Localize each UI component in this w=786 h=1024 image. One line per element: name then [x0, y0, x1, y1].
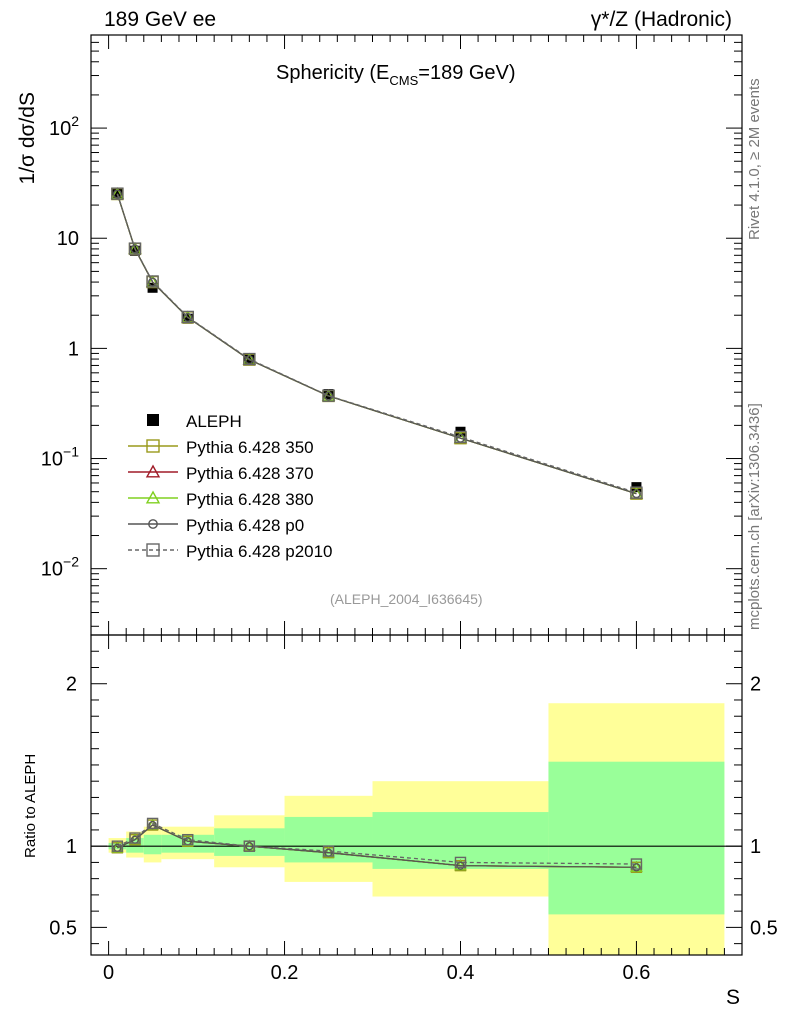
series-point: [323, 391, 334, 401]
series-point: [243, 840, 256, 852]
ratio-y-tick-label-right: 1: [750, 836, 761, 858]
legend-label: Pythia 6.428 350: [186, 438, 314, 457]
ratio-y-tick-label: 1: [66, 836, 77, 858]
series-line: [117, 822, 637, 865]
legend-entry-aleph: ALEPH: [147, 412, 242, 431]
x-tick-label: 0.2: [271, 962, 299, 984]
ratio-y-tick-label-right: 2: [750, 674, 761, 696]
legend-label: Pythia 6.428 380: [186, 490, 314, 509]
series-point: [454, 856, 467, 869]
legend-marker: [145, 490, 161, 504]
uncertainty-band-inner: [284, 816, 373, 863]
ratio-y-tick-label-right: 0.5: [750, 917, 778, 939]
legend-marker: [148, 519, 158, 529]
y-tick-label: 10−1: [41, 444, 79, 471]
x-axis-label: S: [725, 986, 740, 1009]
main-panel: 10−2 10−1 1 10 102: [41, 34, 743, 636]
uncertainty-band-inner: [143, 834, 162, 855]
series-point: [111, 187, 124, 200]
series-point: [244, 355, 254, 365]
y-tick-label: 1: [68, 338, 79, 360]
data-point: [182, 313, 193, 324]
x-tick-label: 0.6: [623, 962, 651, 984]
series-point: [322, 845, 335, 857]
series-point: [129, 832, 141, 844]
uncertainty-band-inner: [548, 761, 725, 915]
legend-marker: [146, 543, 160, 557]
plot-title: Sphericity (ECMS=189 GeV): [276, 62, 516, 88]
legend-label: Pythia 6.428 p2010: [186, 542, 333, 561]
legend-entry: Pythia 6.428 350: [128, 438, 314, 457]
uncertainty-band-inner: [161, 834, 215, 853]
x-tick-label: 0.4: [447, 962, 475, 984]
legend-marker: [145, 464, 161, 478]
process-label: 189 GeV ee: [104, 8, 217, 31]
process-type-label: γ*/Z (Hadronic): [590, 8, 732, 31]
y-tick-label: 10−2: [41, 554, 79, 581]
x-tick-label: 0: [103, 962, 114, 984]
legend-marker: [146, 439, 160, 453]
legend-entry: Pythia 6.428 p2010: [128, 542, 333, 561]
series-point: [183, 312, 193, 322]
data-point: [129, 245, 140, 256]
series-point: [128, 242, 142, 255]
series-pythia-6-428-p2010: [111, 187, 643, 499]
analysis-tag: (ALEPH_2004_I636645): [330, 591, 483, 607]
series-point: [245, 841, 254, 851]
series-point: [148, 277, 158, 287]
data-point: [323, 389, 334, 400]
series-point: [243, 352, 256, 366]
legend-entry: Pythia 6.428 370: [128, 464, 314, 483]
legend-label: Pythia 6.428 p0: [186, 516, 304, 535]
series-pythia-6-428-p2010: [111, 817, 643, 870]
y-tick-label: 102: [49, 113, 79, 140]
ratio-frame: [90, 634, 743, 956]
ratio-y-tick-label: 2: [66, 674, 77, 696]
legend: ALEPH Pythia 6.428 350 Pythia 6.428 370 Pyt…: [128, 412, 333, 561]
series-point: [456, 861, 465, 870]
ratio-panel: 0 0.2 0.4 0.6 0.5 0.5 1 1 2 2: [49, 634, 778, 984]
legend-label: Pythia 6.428 370: [186, 464, 314, 483]
series-point: [112, 189, 122, 199]
data-point: [112, 188, 123, 199]
series-point: [181, 310, 194, 324]
series-point: [146, 817, 159, 830]
series-point: [632, 863, 641, 872]
legend-entry: Pythia 6.428 380: [128, 490, 314, 509]
y-tick-label: 10: [57, 228, 79, 250]
legend-entry: Pythia 6.428 p0: [128, 516, 304, 535]
series-point: [630, 858, 643, 870]
series-point: [182, 833, 194, 846]
series-point: [322, 389, 335, 402]
ratio-y-tick-label: 0.5: [49, 917, 77, 939]
series-point: [111, 840, 124, 852]
legend-label: ALEPH: [186, 412, 242, 431]
series-point: [130, 244, 140, 254]
legend-marker: [147, 414, 159, 426]
series-point: [454, 430, 467, 444]
series-point: [146, 275, 159, 288]
series-point: [630, 486, 643, 499]
